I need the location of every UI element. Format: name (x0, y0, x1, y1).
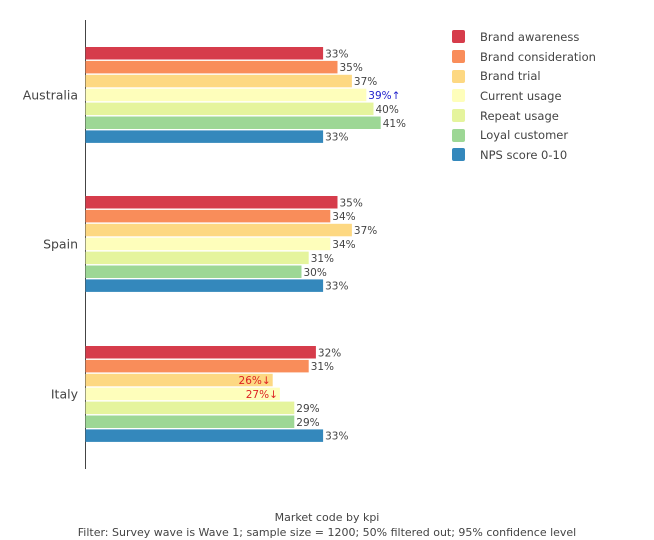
value-label-australia-loyal-customer: 41% (383, 118, 406, 130)
value-label-australia-repeat-usage: 40% (376, 104, 399, 116)
value-label-italy-current-usage: 27%↓ (246, 389, 278, 401)
value-labels: 33% 35% 37% 39%↑ 40% 41% 33% 35% 34% 37% 34% 31% 30%… (239, 48, 407, 442)
legend-item-brand-awareness[interactable]: Brand awareness (452, 27, 596, 47)
bar-australia-brand-awareness (85, 47, 324, 60)
bar-spain-loyal-customer (85, 265, 302, 278)
bar-spain-current-usage (85, 237, 331, 251)
value-label-spain-brand-awareness: 35% (340, 197, 363, 209)
bar-italy-repeat-usage (85, 401, 295, 415)
bar-australia-current-usage (85, 88, 367, 102)
bar-italy-brand-trial (85, 373, 273, 387)
bar-italy-nps-score-0-10 (85, 429, 324, 442)
legend-item-current-usage[interactable]: Current usage (452, 86, 596, 106)
legend-label: NPS score 0-10 (480, 147, 568, 162)
value-label-spain-loyal-customer: 30% (304, 267, 327, 279)
legend-item-nps-score-0-10[interactable]: NPS score 0-10 (452, 145, 596, 165)
value-label-italy-repeat-usage: 29% (296, 403, 319, 415)
legend-item-loyal-customer[interactable]: Loyal customer (452, 125, 596, 145)
legend-item-brand-trial[interactable]: Brand trial (452, 66, 596, 86)
legend-label: Repeat usage (480, 108, 559, 123)
category-label-italy: Italy (51, 386, 79, 401)
bar-australia-brand-trial (85, 74, 352, 88)
value-label-australia-current-usage: 39%↑ (368, 90, 400, 102)
bar-spain-brand-consideration (85, 209, 331, 223)
bar-italy-current-usage (85, 387, 280, 401)
value-label-spain-repeat-usage: 31% (311, 253, 334, 265)
bar-spain-nps-score-0-10 (85, 279, 324, 292)
legend: Brand awareness Brand consideration Brand … (452, 27, 596, 165)
value-label-italy-brand-consideration: 31% (311, 361, 334, 373)
legend-label: Loyal customer (480, 128, 569, 143)
legend-item-brand-consideration[interactable]: Brand consideration (452, 47, 596, 67)
bar-italy-brand-awareness (85, 346, 316, 359)
category-label-australia: Australia (23, 87, 78, 102)
value-label-italy-loyal-customer: 29% (296, 417, 319, 429)
value-label-spain-brand-trial: 37% (354, 225, 377, 237)
value-label-italy-nps-score-0-10: 33% (325, 431, 348, 443)
value-label-italy-brand-trial: 26%↓ (239, 375, 271, 387)
value-label-australia-brand-awareness: 33% (325, 48, 348, 60)
category-label-spain: Spain (43, 236, 78, 251)
value-label-spain-brand-consideration: 34% (332, 211, 355, 223)
legend-swatch (452, 148, 465, 162)
bar-australia-repeat-usage (85, 102, 374, 116)
value-label-spain-current-usage: 34% (332, 239, 355, 251)
chart-title: Market code by kpi (274, 511, 380, 524)
legend-label: Brand trial (480, 69, 541, 84)
legend-item-repeat-usage[interactable]: Repeat usage (452, 106, 596, 126)
value-label-australia-brand-consideration: 35% (340, 62, 363, 74)
value-label-spain-nps-score-0-10: 33% (325, 281, 348, 293)
legend-label: Brand awareness (480, 29, 580, 44)
bar-australia-brand-consideration (85, 60, 338, 74)
legend-swatch (452, 30, 465, 44)
legend-swatch (452, 50, 465, 64)
value-label-australia-brand-trial: 37% (354, 76, 377, 88)
filter-note: Filter: Survey wave is Wave 1; sample si… (77, 526, 577, 539)
bar-italy-brand-consideration (85, 359, 309, 373)
value-label-australia-nps-score-0-10: 33% (325, 132, 348, 144)
legend-swatch (452, 109, 465, 123)
bar-spain-brand-awareness (85, 196, 338, 209)
bar-australia-nps-score-0-10 (85, 130, 324, 143)
bar-australia-loyal-customer (85, 116, 381, 129)
category-labels: Australia Spain Italy (23, 87, 79, 401)
bars (85, 47, 381, 442)
legend-label: Current usage (480, 88, 562, 103)
legend-swatch (452, 89, 465, 103)
value-label-italy-brand-awareness: 32% (318, 347, 341, 359)
bar-spain-brand-trial (85, 223, 352, 237)
legend-swatch (452, 69, 465, 83)
bar-spain-repeat-usage (85, 251, 309, 265)
legend-label: Brand consideration (480, 49, 596, 64)
bar-italy-loyal-customer (85, 415, 295, 428)
legend-swatch (452, 128, 465, 142)
